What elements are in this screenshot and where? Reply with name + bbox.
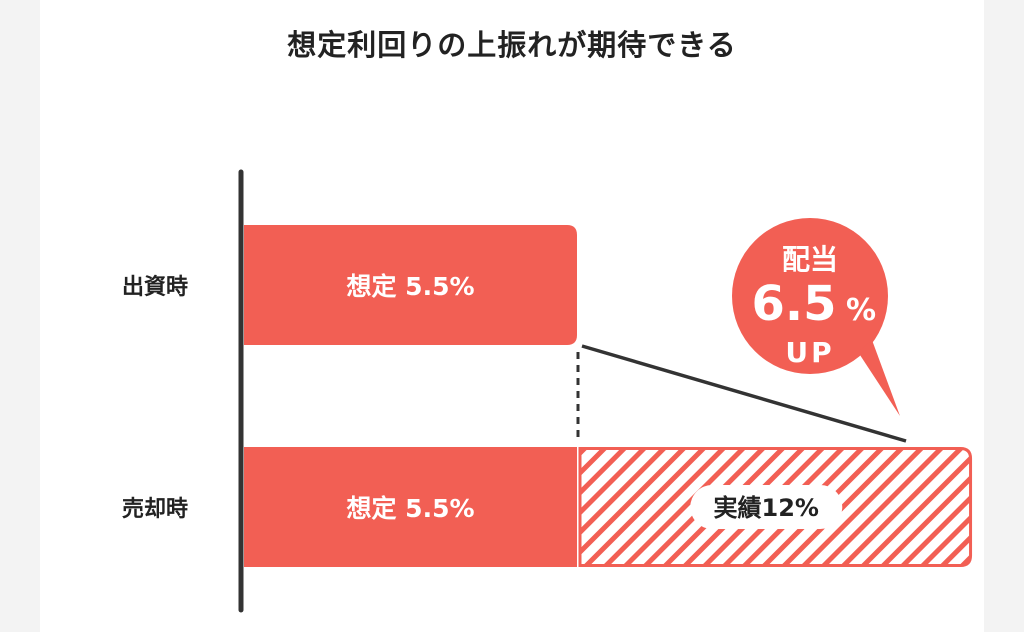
callout-line2: UP [785,336,834,369]
diagonal-connector [581,344,907,443]
chart-title: 想定利回りの上振れが期待できる [287,28,737,62]
callout-line1: 配当 [782,243,838,276]
label-pill [690,485,843,529]
bar-label: 想定 5.5% [346,494,474,523]
callout-unit: % [846,293,876,328]
category-label: 売却時 [122,496,188,522]
callout-value: 6.5 [751,276,836,332]
callout-tail [858,340,900,416]
bar-label: 想定 5.5% [346,272,474,301]
callout-bubble [732,218,888,374]
category-label: 出資時 [122,274,188,300]
bar-solid [244,447,577,567]
bar-label: 実績12% [714,494,819,522]
bar-solid [244,225,577,345]
